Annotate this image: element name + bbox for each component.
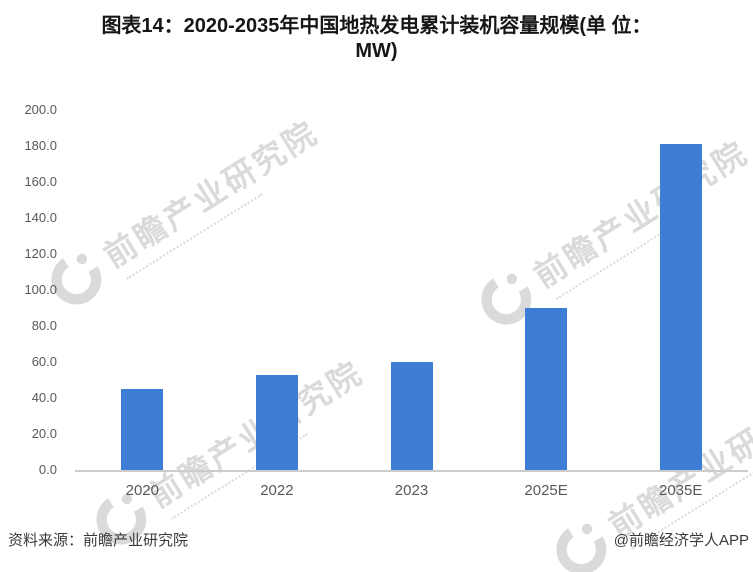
y-tick-label: 80.0 [31,318,57,333]
chart-title-line1: 图表14：2020-2035年中国地热发电累计装机容量规模(单 位： [101,15,652,37]
bar-2022 [255,374,298,470]
bar-2023 [390,362,433,470]
y-tick-label: 100.0 [24,282,57,297]
chart-footer: 资料来源：前瞻产业研究院 @前瞻经济学人APP [8,530,749,552]
chart-title-line2: MW) [355,40,398,62]
x-tick-label: 2020 [125,482,159,499]
source-text: 资料来源：前瞻产业研究院 [8,532,189,549]
credit-text: @前瞻经济学人APP [613,532,749,549]
y-tick-label: 40.0 [31,390,57,405]
y-tick-label: 140.0 [24,210,57,225]
y-tick-label: 160.0 [24,174,57,189]
bar-2025E [525,308,568,470]
chart-title: 图表14：2020-2035年中国地热发电累计装机容量规模(单 位： MW) [0,14,753,64]
y-tick-label: 20.0 [31,426,57,441]
y-tick-label: 0.0 [38,462,57,477]
y-tick-label: 60.0 [31,354,57,369]
x-axis-line [75,470,748,472]
bar-2035E [659,144,702,470]
x-tick-label: 2025E [524,482,568,499]
bar-2020 [121,389,164,470]
x-tick-label: 2023 [394,482,429,499]
y-tick-label: 180.0 [24,138,57,153]
y-tick-label: 200.0 [24,102,57,117]
y-tick-label: 120.0 [24,246,57,261]
x-tick-label: 2035E [659,482,703,499]
x-tick-label: 2022 [260,482,294,499]
